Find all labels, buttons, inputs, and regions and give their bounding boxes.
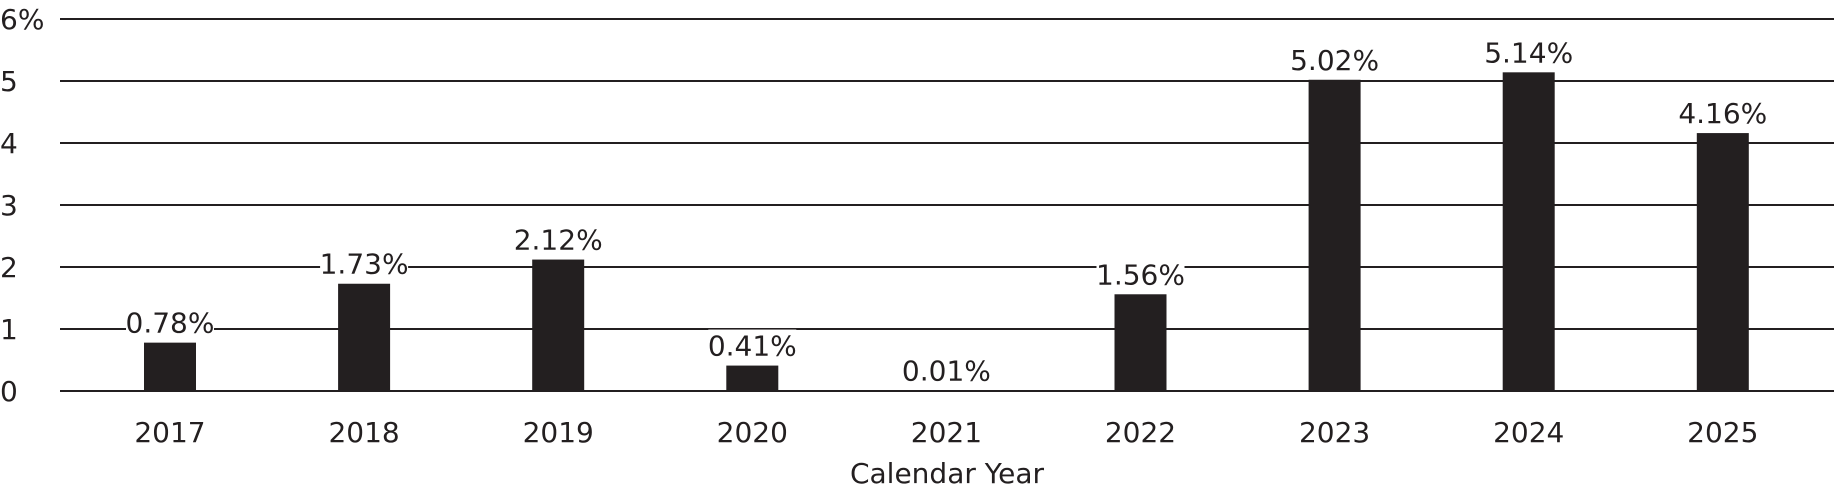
bar-2025 xyxy=(1696,133,1749,391)
data-label-background xyxy=(902,354,991,387)
x-axis-title: Calendar Year xyxy=(850,457,1045,490)
data-label-2020: 0.41% xyxy=(708,330,797,363)
y-tick-label: 0 xyxy=(0,375,18,408)
x-tick-label-2023: 2023 xyxy=(1299,416,1370,449)
data-label-2018: 1.73% xyxy=(320,248,409,281)
bar-2023 xyxy=(1308,79,1361,391)
x-tick-label-2022: 2022 xyxy=(1105,416,1176,449)
y-tick-label: 4 xyxy=(0,127,18,160)
data-labels: 0.78% 1.73% 2.12% 0.41% 0.01% 1.56% 5.02% 5.14%… xyxy=(126,36,1767,387)
bar-2021 xyxy=(920,390,973,391)
bar-2018 xyxy=(338,283,391,391)
y-tick-label: 3 xyxy=(0,189,18,222)
x-tick-label-2019: 2019 xyxy=(523,416,594,449)
data-label-2023: 5.02% xyxy=(1290,44,1379,77)
data-label-2025: 4.16% xyxy=(1678,97,1767,130)
data-label-2022: 1.56% xyxy=(1096,258,1185,291)
data-label-background xyxy=(1096,258,1185,291)
x-tick-label-2017: 2017 xyxy=(134,416,205,449)
y-tick-label: 5 xyxy=(0,65,18,98)
x-axis-ticks: 2017 2018 2019 2020 2021 2022 2023 2024 2025 xyxy=(134,416,1758,449)
data-label-background xyxy=(1484,36,1573,69)
data-label-2019: 2.12% xyxy=(514,224,603,257)
bar-2024 xyxy=(1502,72,1555,391)
data-label-background xyxy=(1290,43,1379,76)
data-label-background xyxy=(320,247,409,280)
bar-2019 xyxy=(532,259,585,391)
y-tick-label: 6% xyxy=(0,3,44,36)
data-label-background xyxy=(126,306,214,339)
x-tick-label-2024: 2024 xyxy=(1493,416,1564,449)
bar-2020 xyxy=(726,365,779,391)
data-label-background xyxy=(1678,97,1767,130)
y-tick-label: 1 xyxy=(0,313,18,346)
y-tick-label: 2 xyxy=(0,251,18,284)
x-tick-label-2020: 2020 xyxy=(717,416,788,449)
data-label-2017: 0.78% xyxy=(126,307,215,340)
data-label-2021: 0.01% xyxy=(902,354,991,387)
y-axis-ticks: 0 1 2 3 4 5 6% xyxy=(0,3,44,408)
bar-2022 xyxy=(1114,294,1167,391)
data-label-2024: 5.14% xyxy=(1484,36,1573,69)
data-label-background xyxy=(708,329,797,362)
data-label-background xyxy=(514,223,603,256)
x-tick-label-2021: 2021 xyxy=(911,416,982,449)
bars xyxy=(144,72,1749,391)
gridlines xyxy=(60,18,1834,392)
x-tick-label-2018: 2018 xyxy=(328,416,399,449)
x-tick-label-2025: 2025 xyxy=(1687,416,1758,449)
bar-2017 xyxy=(144,342,196,391)
